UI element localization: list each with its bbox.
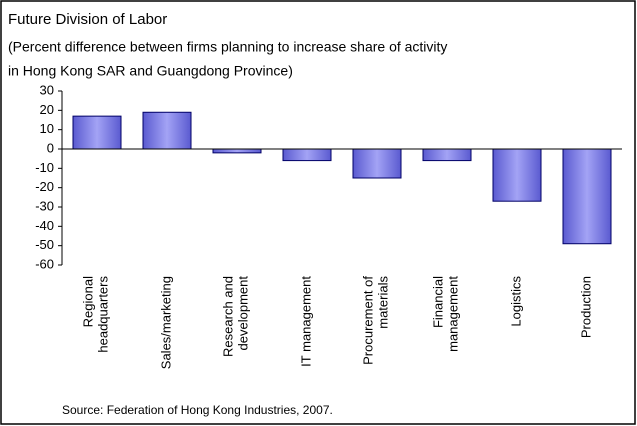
y-tick-label: -40 [35,218,54,233]
bar [212,148,262,154]
chart-title: Future Division of Labor [8,11,167,28]
x-tick-label: Research anddevelopment [221,276,251,357]
bar [72,115,122,150]
bar [142,111,192,150]
x-tick-label: Sales/marketing [158,276,173,369]
y-tick-label: -50 [35,237,54,252]
source-note: Source: Federation of Hong Kong Industri… [62,403,333,417]
y-tick-label: 10 [40,121,54,136]
y-tick-label: -60 [35,256,54,271]
bar [282,148,332,162]
bar [352,148,402,179]
chart-subtitle: (Percent difference between firms planni… [8,39,447,55]
x-tick-label: Production [578,276,593,338]
y-tick-label: 0 [47,140,54,155]
x-tick-label: Procurement ofmaterials [361,276,391,365]
x-tick-label: Logistics [508,276,523,327]
x-tick-label: IT management [298,276,313,367]
bar [492,148,542,202]
y-tick-label: -10 [35,160,54,175]
chart-subtitle: in Hong Kong SAR and Guangdong Province) [8,63,293,79]
y-tick-label: -20 [35,179,54,194]
bar [422,148,472,162]
bar [562,148,612,245]
y-tick-label: 30 [40,82,54,97]
y-tick-label: -30 [35,198,54,213]
x-tick-label: Financialmanagement [431,276,461,352]
x-tick-label: Regionalheadquarters [81,276,111,353]
y-tick-label: 20 [40,102,54,117]
